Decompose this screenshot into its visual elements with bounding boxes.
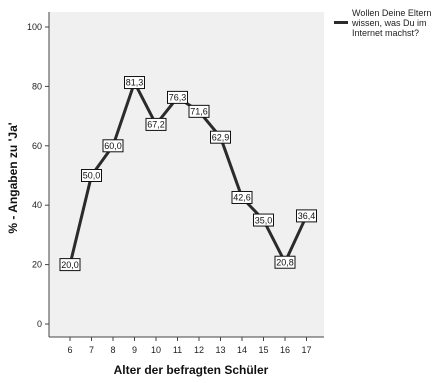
data-label-box	[274, 255, 296, 269]
data-label-box	[59, 258, 81, 272]
data-label-box	[296, 209, 317, 223]
data-point: 60,0	[102, 139, 124, 153]
data-point: 20,8	[274, 255, 296, 269]
legend-line-3: Internet machst?	[352, 28, 419, 38]
y-tick-label: 100	[27, 22, 42, 32]
x-tick-label: 16	[280, 345, 290, 355]
x-tick-label: 7	[89, 345, 94, 355]
data-label-box	[167, 90, 188, 104]
y-axis-title: % - Angaben zu 'Ja'	[6, 122, 20, 233]
data-label-box	[124, 76, 145, 90]
y-tick-label: 80	[32, 81, 42, 91]
data-point: 62,9	[210, 130, 231, 144]
x-tick-label: 8	[110, 345, 115, 355]
data-label: 62,9	[212, 132, 230, 142]
data-label: 42,6	[233, 193, 251, 203]
data-labels: 20,0 50,0 60,0 81,3 67,2 76,371,6 62,9 42,6 35,0…	[59, 76, 317, 272]
data-point: 67,2	[145, 117, 167, 131]
data-label-box	[102, 139, 124, 153]
data-label: 20,0	[61, 260, 79, 270]
legend-line-2: wissen, was Du im	[351, 18, 427, 28]
data-point: 35,0	[253, 213, 274, 227]
data-point: 42,6	[231, 190, 253, 204]
x-tick-label: 9	[132, 345, 137, 355]
data-point: 81,3	[124, 76, 145, 90]
x-tick-label: 15	[258, 345, 268, 355]
x-tick-label: 12	[194, 345, 204, 355]
x-tick-label: 10	[151, 345, 161, 355]
data-point: 20,0	[59, 258, 81, 272]
data-label: 50,0	[83, 171, 101, 181]
data-label: 60,0	[104, 141, 122, 151]
data-label-box	[231, 190, 253, 204]
data-point: 50,0	[81, 169, 102, 182]
x-tick-label: 11	[173, 345, 182, 355]
data-label-box	[188, 104, 210, 118]
y-axis-ticks: 0 20 40 60 80 100	[27, 22, 49, 329]
x-tick-label: 13	[215, 345, 225, 355]
data-point: 71,6	[188, 104, 210, 118]
data-label: 81,3	[126, 78, 144, 88]
data-label-box	[210, 130, 231, 144]
data-label: 71,6	[190, 107, 208, 117]
y-tick-label: 0	[37, 319, 42, 329]
x-tick-label: 17	[301, 345, 311, 355]
x-axis-title: Alter der befragten Schüler	[114, 363, 269, 377]
legend-label: Wollen Deine Eltern wissen, was Du im In…	[351, 8, 434, 38]
data-point: 76,3	[167, 90, 188, 104]
data-label: 67,2	[147, 120, 165, 130]
y-tick-label: 20	[32, 260, 42, 270]
y-tick-label: 60	[32, 141, 42, 151]
legend-line-1: Wollen Deine Eltern	[352, 8, 431, 18]
data-label: 36,4	[298, 211, 316, 221]
legend: Wollen Deine Eltern wissen, was Du im In…	[334, 8, 434, 38]
y-tick-label: 40	[32, 200, 42, 210]
data-label-box	[81, 169, 102, 182]
data-label: 20,8	[276, 257, 294, 267]
data-point: 36,4	[296, 209, 317, 223]
data-label: 76,3	[169, 93, 187, 103]
data-label: 35,0	[255, 215, 273, 225]
x-tick-label: 14	[237, 345, 247, 355]
x-tick-label: 6	[67, 345, 72, 355]
data-label-box	[145, 117, 167, 131]
x-axis-ticks: 6 7 8 9 10 11 12 13 14 15 16 17	[67, 337, 312, 355]
legend-swatch	[334, 21, 348, 24]
data-label-box	[253, 213, 274, 227]
